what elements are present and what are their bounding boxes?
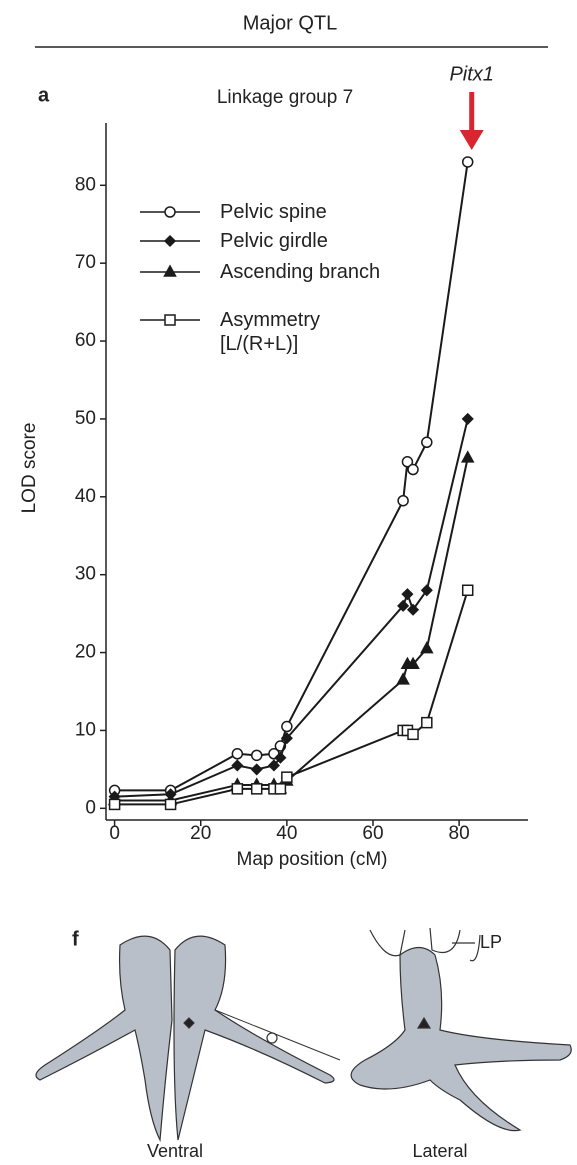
data-point <box>250 783 263 795</box>
legend-label: Pelvic spine <box>220 201 327 223</box>
x-tick-label: 0 <box>109 823 120 844</box>
x-tick-label: 40 <box>276 823 297 844</box>
y-tick-label: 50 <box>75 408 96 429</box>
legend-label: Pelvic girdle <box>220 230 328 252</box>
pelvis-diagrams <box>35 927 572 1143</box>
data-point <box>250 749 263 762</box>
data-point <box>421 436 433 449</box>
data-point <box>250 763 263 776</box>
data-point <box>281 720 293 733</box>
y-tick-label: 30 <box>75 564 96 585</box>
y-tick-label: 60 <box>75 330 96 351</box>
data-point <box>267 759 280 772</box>
data-point <box>420 641 434 654</box>
data-point <box>231 759 244 772</box>
x-tick-label: 20 <box>190 823 211 844</box>
panel-label: f <box>72 928 79 950</box>
data-point <box>406 603 420 616</box>
diagram-caption: Lateral <box>412 1141 467 1161</box>
x-tick-label: 80 <box>449 823 470 844</box>
data-point <box>461 156 474 168</box>
data-point <box>460 450 475 463</box>
data-point <box>407 728 419 741</box>
y-tick-label: 0 <box>85 797 96 818</box>
diagram-caption: Ventral <box>147 1141 203 1161</box>
legend-label: Ascending branch <box>220 261 381 283</box>
data-point <box>280 732 293 745</box>
diagram-annotation: LP <box>480 932 502 952</box>
data-point <box>406 656 420 669</box>
data-point <box>401 456 414 468</box>
y-tick-label: 20 <box>75 642 96 663</box>
annotation: Pitx1 <box>449 63 493 85</box>
y-axis-label: LOD score <box>19 423 40 514</box>
data-point <box>396 672 410 685</box>
y-tick-label: 70 <box>75 252 96 273</box>
data-point <box>274 783 287 795</box>
data-point <box>401 588 414 601</box>
y-tick-label: 40 <box>75 486 96 507</box>
data-point <box>231 748 244 760</box>
data-point <box>461 584 474 597</box>
data-point <box>281 771 293 783</box>
data-point <box>164 798 177 811</box>
data-point <box>274 751 287 764</box>
chart-title: Linkage group 7 <box>217 87 353 108</box>
data-point <box>407 463 419 476</box>
data-point <box>231 783 244 795</box>
series-line <box>114 457 469 802</box>
data-point <box>108 798 121 811</box>
data-point <box>421 716 433 729</box>
data-point <box>397 599 410 612</box>
legend-marker <box>164 314 176 326</box>
panel-label: a <box>38 84 50 106</box>
annotation-arrowhead <box>459 129 484 150</box>
x-tick-label: 60 <box>362 823 383 844</box>
header: Major QTL <box>243 12 337 34</box>
x-axis-label: Map position (cM) <box>237 849 388 870</box>
legend-marker <box>164 206 176 218</box>
data-point <box>461 412 474 425</box>
legend-marker <box>163 234 177 248</box>
y-tick-label: 10 <box>75 719 96 740</box>
legend-marker <box>163 264 177 277</box>
y-tick-label: 80 <box>75 174 96 195</box>
series-line <box>114 161 469 792</box>
legend-label: Asymmetry [L/(R+L)] <box>220 309 320 355</box>
data-point <box>420 584 433 597</box>
data-point <box>397 494 409 507</box>
